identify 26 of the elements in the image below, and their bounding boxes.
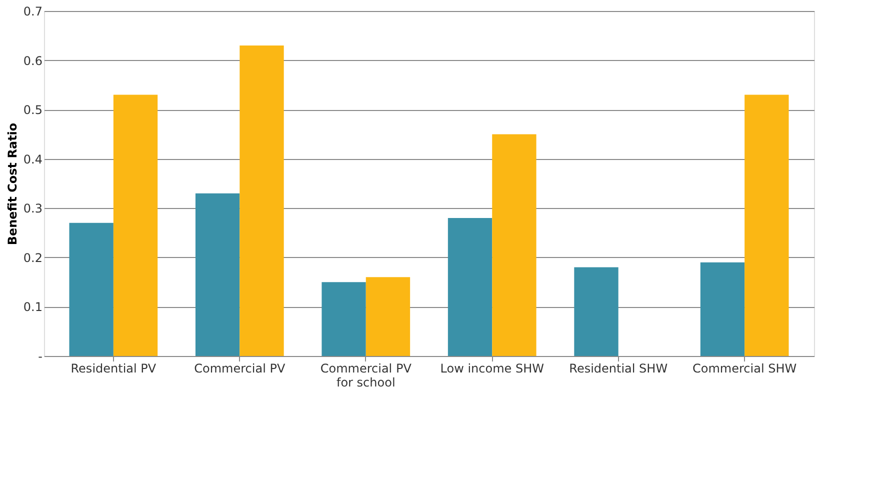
- bar: [448, 218, 492, 356]
- y-axis-title: Benefit Cost Ratio: [5, 122, 20, 246]
- bar: [113, 94, 158, 356]
- x-tick-label: Commercial PV for school: [320, 362, 412, 390]
- x-tick-label: Residential SHW: [569, 362, 668, 376]
- x-tick-label: Commercial PV: [194, 362, 286, 376]
- y-tick-label: 0.4: [23, 152, 42, 166]
- y-tick-label: 0.6: [23, 54, 42, 68]
- x-tick-label: Residential PV: [70, 362, 157, 376]
- bar: [195, 193, 240, 356]
- y-tick-label: 0.1: [23, 300, 42, 314]
- y-tick-label: 0.7: [23, 4, 42, 18]
- y-tick-label: 0.3: [23, 202, 42, 216]
- y-tick-label: 0.5: [23, 103, 42, 118]
- y-tick-label: -: [38, 350, 42, 364]
- y-tick-label: 0.2: [23, 250, 42, 265]
- bar: [744, 94, 789, 356]
- x-tick-label: Low income SHW: [440, 362, 544, 376]
- bar: [240, 46, 284, 356]
- bar: [69, 222, 114, 356]
- bar: [574, 267, 618, 356]
- bar: [700, 262, 745, 356]
- bar: [366, 277, 410, 356]
- bar: [492, 134, 536, 356]
- bar: [322, 282, 366, 356]
- x-tick-label: Commercial SHW: [692, 362, 797, 376]
